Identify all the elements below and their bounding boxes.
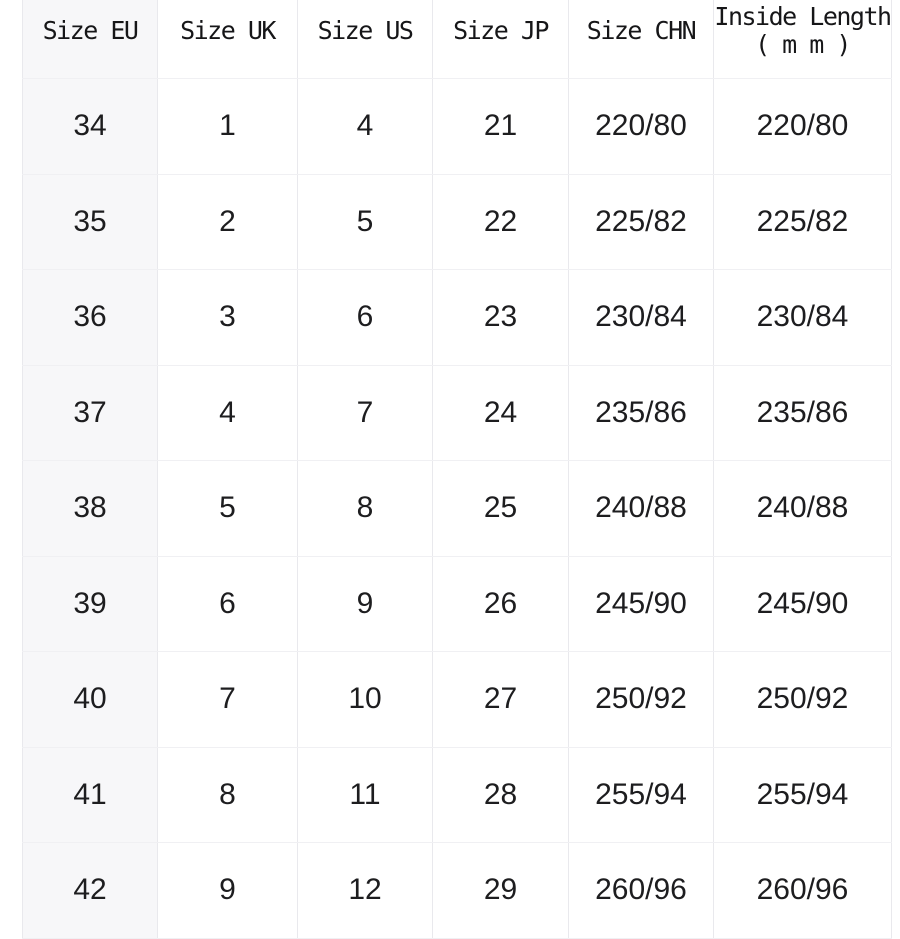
- cell-inside-length: 230/84: [713, 269, 892, 366]
- cell-size-eu: 38: [22, 460, 158, 557]
- col-header-size-chn: Size CHN: [568, 0, 714, 79]
- cell-size-chn: 235/86: [568, 364, 714, 461]
- cell-size-jp: 27: [432, 651, 569, 748]
- header-label: Size US: [317, 15, 414, 45]
- cell-size-uk: 3: [157, 269, 298, 366]
- cell-inside-length: 260/96: [713, 842, 892, 939]
- cell-size-chn: 260/96: [568, 842, 714, 939]
- cell-size-us: 12: [297, 842, 433, 939]
- size-conversion-table: Size EU Size UK Size US Size JP Size CHN…: [22, 0, 892, 939]
- col-header-size-jp: Size JP: [432, 0, 569, 79]
- cell-size-eu: 39: [22, 555, 158, 652]
- header-label: Inside Length: [714, 1, 892, 31]
- cell-size-jp: 22: [432, 173, 569, 270]
- cell-size-eu: 36: [22, 269, 158, 366]
- cell-size-chn: 230/84: [568, 269, 714, 366]
- cell-size-eu: 34: [22, 78, 158, 175]
- table-row: 42 9 12 29 260/96 260/96: [22, 842, 892, 939]
- cell-size-uk: 6: [157, 555, 298, 652]
- cell-size-uk: 7: [157, 651, 298, 748]
- table-row: 37 4 7 24 235/86 235/86: [22, 364, 892, 461]
- header-label: Size EU: [42, 15, 139, 45]
- header-label: Size JP: [453, 15, 549, 45]
- cell-size-uk: 4: [157, 364, 298, 461]
- cell-size-chn: 225/82: [568, 173, 714, 270]
- cell-size-us: 9: [297, 555, 433, 652]
- col-header-size-eu: Size EU: [22, 0, 158, 79]
- cell-size-eu: 40: [22, 651, 158, 748]
- header-label: Size UK: [180, 15, 276, 45]
- cell-inside-length: 250/92: [713, 651, 892, 748]
- col-header-size-uk: Size UK: [157, 0, 298, 79]
- cell-size-chn: 255/94: [568, 746, 714, 843]
- cell-size-uk: 9: [157, 842, 298, 939]
- cell-size-uk: 1: [157, 78, 298, 175]
- cell-size-jp: 24: [432, 364, 569, 461]
- size-chart-container: Size EU Size UK Size US Size JP Size CHN…: [22, 0, 892, 939]
- cell-size-eu: 42: [22, 842, 158, 939]
- col-header-size-us: Size US: [297, 0, 433, 79]
- table-row: 34 1 4 21 220/80 220/80: [22, 78, 892, 175]
- cell-size-us: 6: [297, 269, 433, 366]
- cell-size-us: 5: [297, 173, 433, 270]
- cell-size-us: 10: [297, 651, 433, 748]
- col-header-inside-length: Inside Length ( m m ): [713, 0, 892, 79]
- cell-inside-length: 235/86: [713, 364, 892, 461]
- table-row: 40 7 10 27 250/92 250/92: [22, 651, 892, 748]
- cell-size-chn: 240/88: [568, 460, 714, 557]
- cell-size-uk: 8: [157, 746, 298, 843]
- cell-size-eu: 41: [22, 746, 158, 843]
- cell-size-jp: 25: [432, 460, 569, 557]
- table-row: 39 6 9 26 245/90 245/90: [22, 555, 892, 652]
- cell-size-jp: 21: [432, 78, 569, 175]
- table-body: 34 1 4 21 220/80 220/80 35 2 5 22 225/82…: [22, 78, 892, 939]
- table-row: 38 5 8 25 240/88 240/88: [22, 460, 892, 557]
- table-row: 36 3 6 23 230/84 230/84: [22, 269, 892, 366]
- table-header: Size EU Size UK Size US Size JP Size CHN…: [22, 0, 892, 79]
- table-row: 41 8 11 28 255/94 255/94: [22, 746, 892, 843]
- header-sublabel: ( m m ): [755, 29, 851, 59]
- cell-inside-length: 240/88: [713, 460, 892, 557]
- cell-size-jp: 28: [432, 746, 569, 843]
- cell-size-us: 8: [297, 460, 433, 557]
- cell-size-uk: 2: [157, 173, 298, 270]
- cell-inside-length: 220/80: [713, 78, 892, 175]
- cell-size-jp: 23: [432, 269, 569, 366]
- cell-size-eu: 35: [22, 173, 158, 270]
- cell-size-us: 7: [297, 364, 433, 461]
- cell-size-jp: 26: [432, 555, 569, 652]
- cell-size-chn: 250/92: [568, 651, 714, 748]
- cell-size-us: 4: [297, 78, 433, 175]
- cell-size-chn: 245/90: [568, 555, 714, 652]
- cell-size-jp: 29: [432, 842, 569, 939]
- cell-inside-length: 245/90: [713, 555, 892, 652]
- table-row: 35 2 5 22 225/82 225/82: [22, 173, 892, 270]
- cell-size-eu: 37: [22, 364, 158, 461]
- cell-inside-length: 225/82: [713, 173, 892, 270]
- cell-inside-length: 255/94: [713, 746, 892, 843]
- cell-size-chn: 220/80: [568, 78, 714, 175]
- cell-size-uk: 5: [157, 460, 298, 557]
- cell-size-us: 11: [297, 746, 433, 843]
- header-row: Size EU Size UK Size US Size JP Size CHN…: [22, 0, 892, 79]
- header-label: Size CHN: [586, 15, 697, 45]
